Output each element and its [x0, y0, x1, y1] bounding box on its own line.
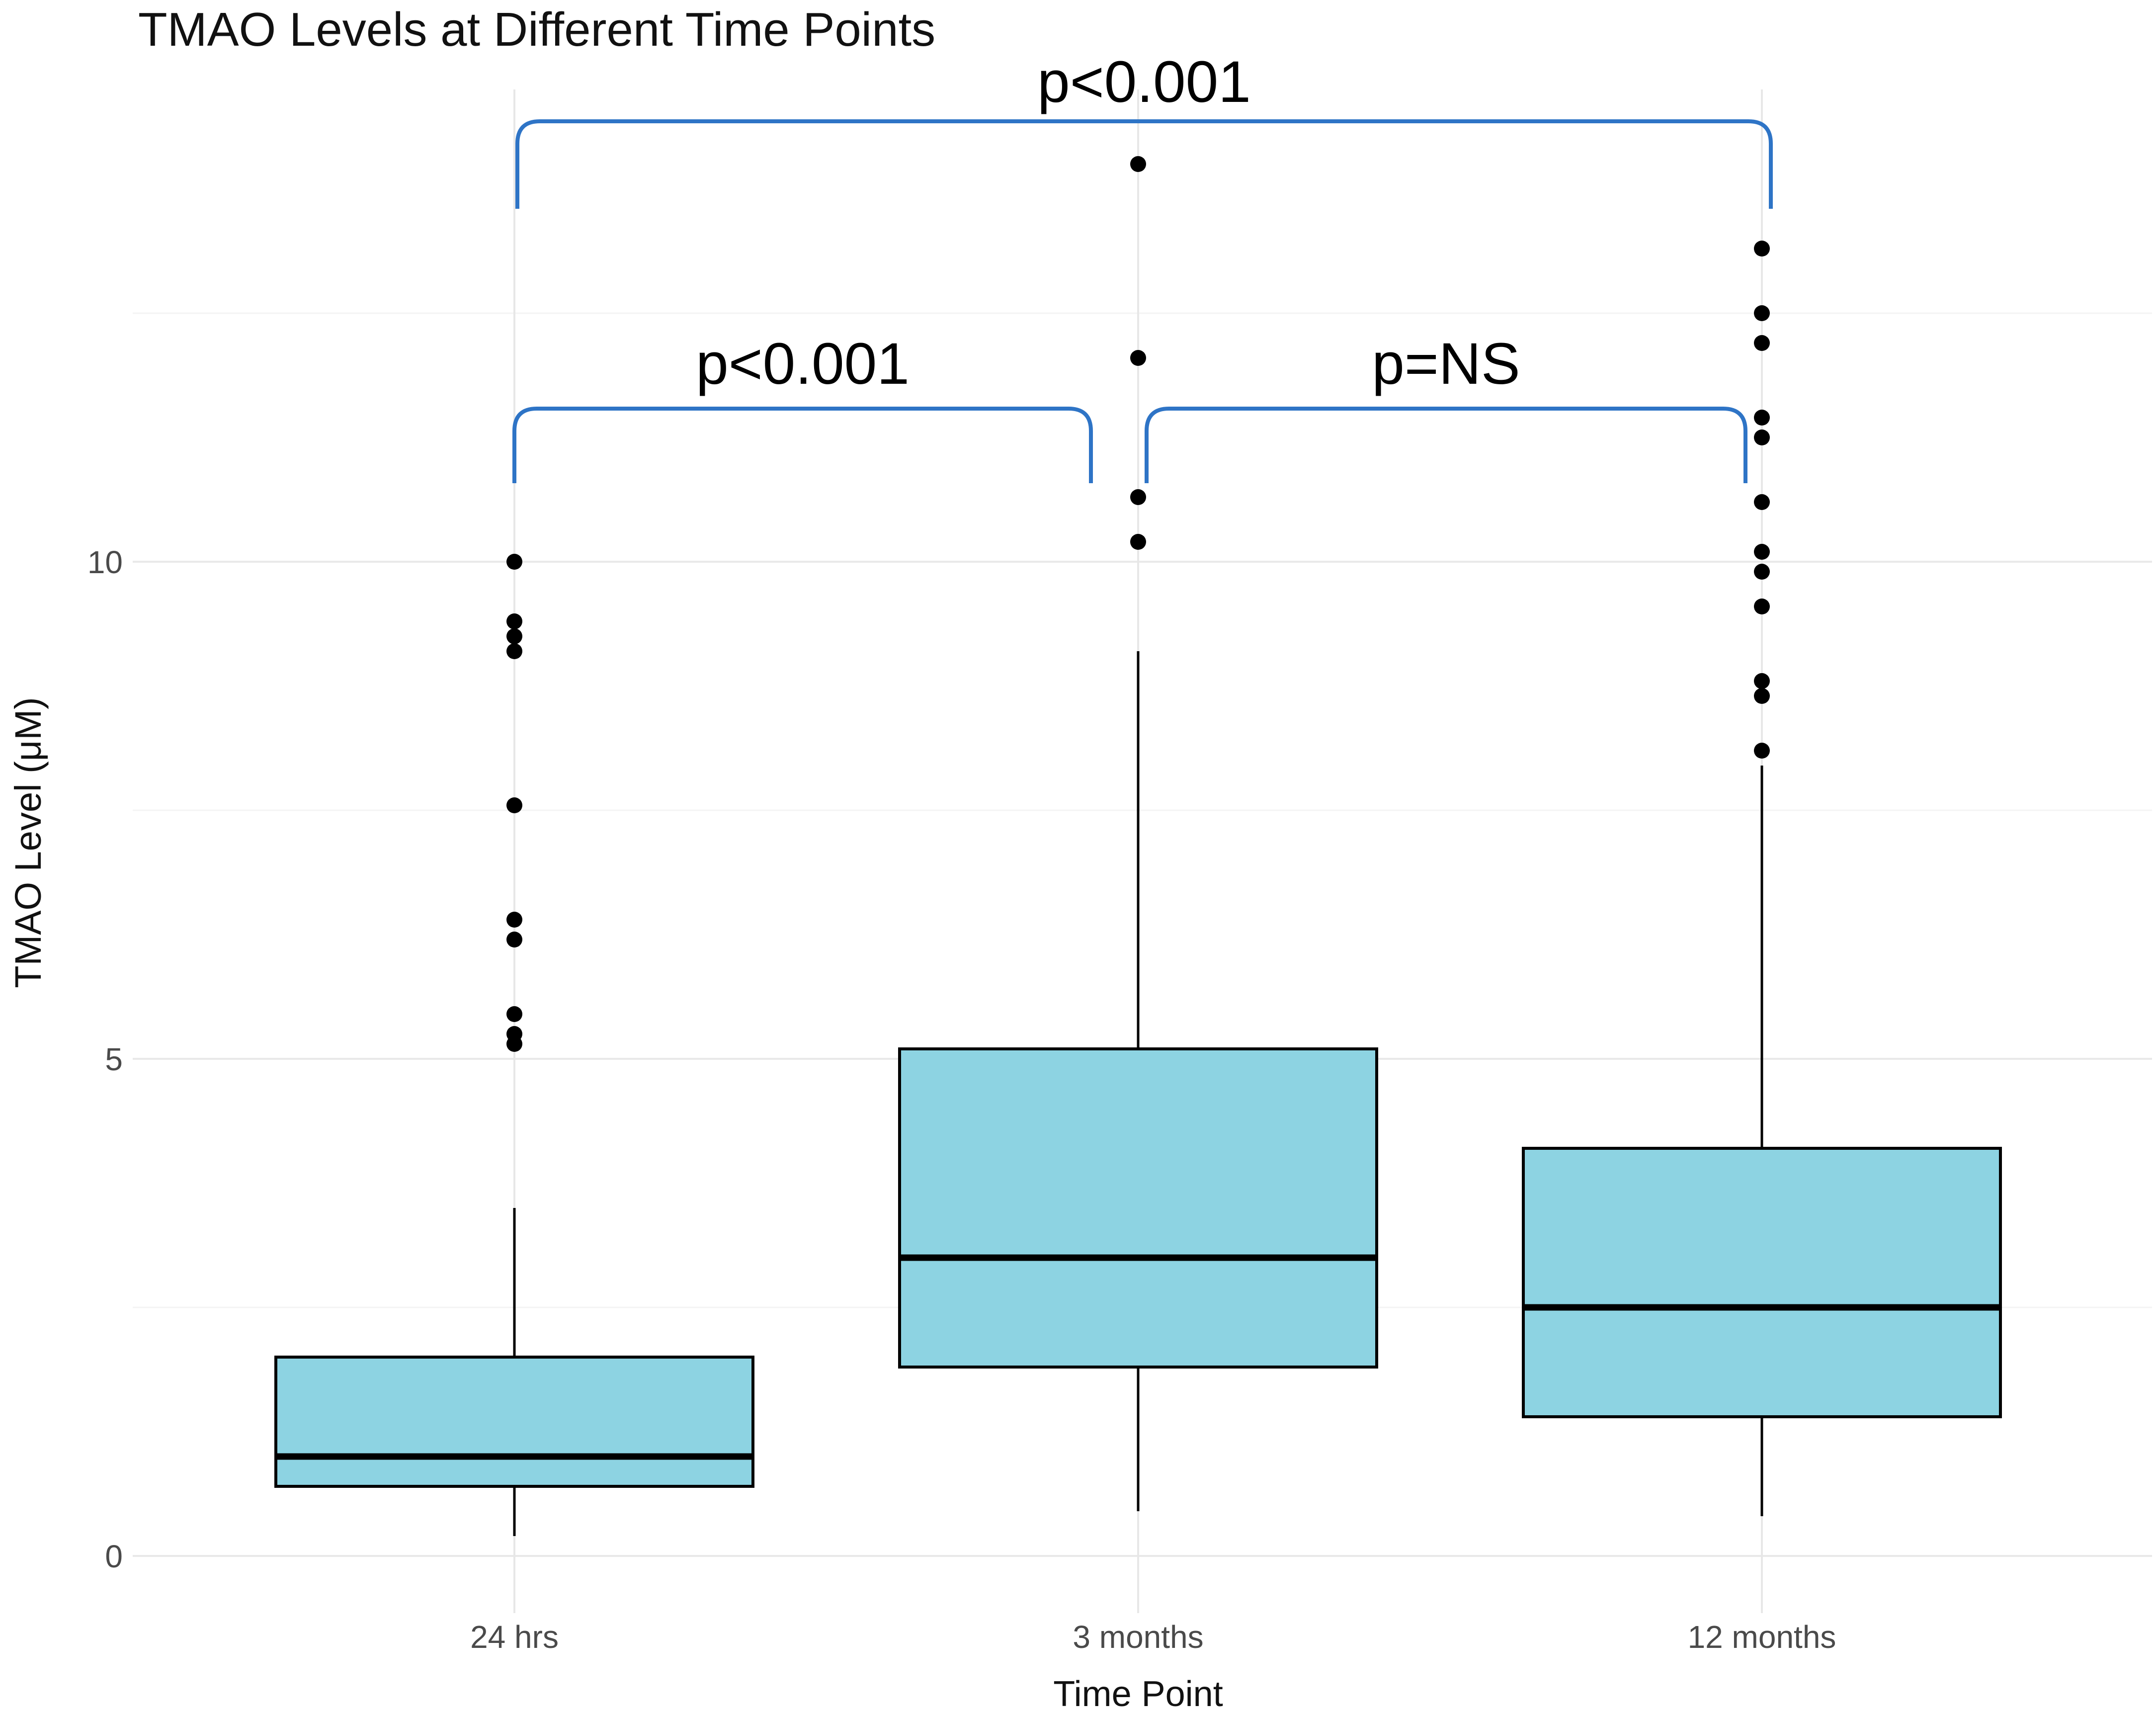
outlier-dot-24-hrs [506, 1006, 522, 1022]
outlier-dot-12-months [1754, 544, 1770, 560]
x-tick-label: 24 hrs [470, 1619, 559, 1655]
significance-label: p=NS [1372, 331, 1520, 397]
outlier-dot-24-hrs [506, 613, 522, 629]
box-3-months [898, 1047, 1378, 1369]
significance-label: p<0.001 [1037, 49, 1251, 115]
outlier-dot-3-months [1130, 350, 1146, 366]
outlier-dot-24-hrs [506, 932, 522, 947]
x-axis-title: Time Point [1053, 1674, 1223, 1714]
outlier-dot-12-months [1754, 494, 1770, 510]
outlier-dot-12-months [1754, 673, 1770, 689]
outlier-dot-12-months [1754, 305, 1770, 321]
outlier-dot-12-months [1754, 335, 1770, 351]
y-tick-label: 0 [105, 1539, 123, 1574]
y-tick-label: 10 [87, 544, 123, 580]
outlier-dot-3-months [1130, 534, 1146, 550]
outlier-dot-24-hrs [506, 912, 522, 928]
significance-bracket [1145, 407, 1747, 483]
outlier-dot-12-months [1754, 599, 1770, 614]
outlier-dot-24-hrs [506, 1026, 522, 1042]
outlier-dot-12-months [1754, 564, 1770, 580]
outlier-dot-12-months [1754, 743, 1770, 759]
outlier-dot-12-months [1754, 241, 1770, 257]
x-tick-label: 12 months [1688, 1619, 1836, 1655]
outlier-dot-3-months [1130, 156, 1146, 172]
outlier-dot-24-hrs [506, 797, 522, 813]
outlier-dot-24-hrs [506, 643, 522, 659]
significance-bracket [512, 407, 1093, 483]
y-tick-label: 5 [105, 1041, 123, 1077]
chart-plot-area: 0 5 10 24 hrs 3 months 12 months p<0.001 p<0.00… [87, 49, 2152, 1655]
chart-title: TMAO Levels at Different Time Points [138, 3, 935, 56]
significance-label: p<0.001 [696, 331, 910, 397]
outlier-dot-12-months [1754, 688, 1770, 704]
box-12-months [1522, 1147, 2002, 1418]
box-24-hrs [274, 1356, 754, 1488]
significance-bracket [515, 119, 1773, 209]
outlier-dot-12-months [1754, 410, 1770, 426]
outlier-dot-3-months [1130, 489, 1146, 505]
outlier-dot-12-months [1754, 429, 1770, 445]
y-axis-title: TMAO Level (μM) [7, 697, 49, 988]
outlier-dot-24-hrs [506, 628, 522, 644]
outlier-dot-24-hrs [506, 554, 522, 570]
x-tick-label: 3 months [1073, 1619, 1203, 1655]
